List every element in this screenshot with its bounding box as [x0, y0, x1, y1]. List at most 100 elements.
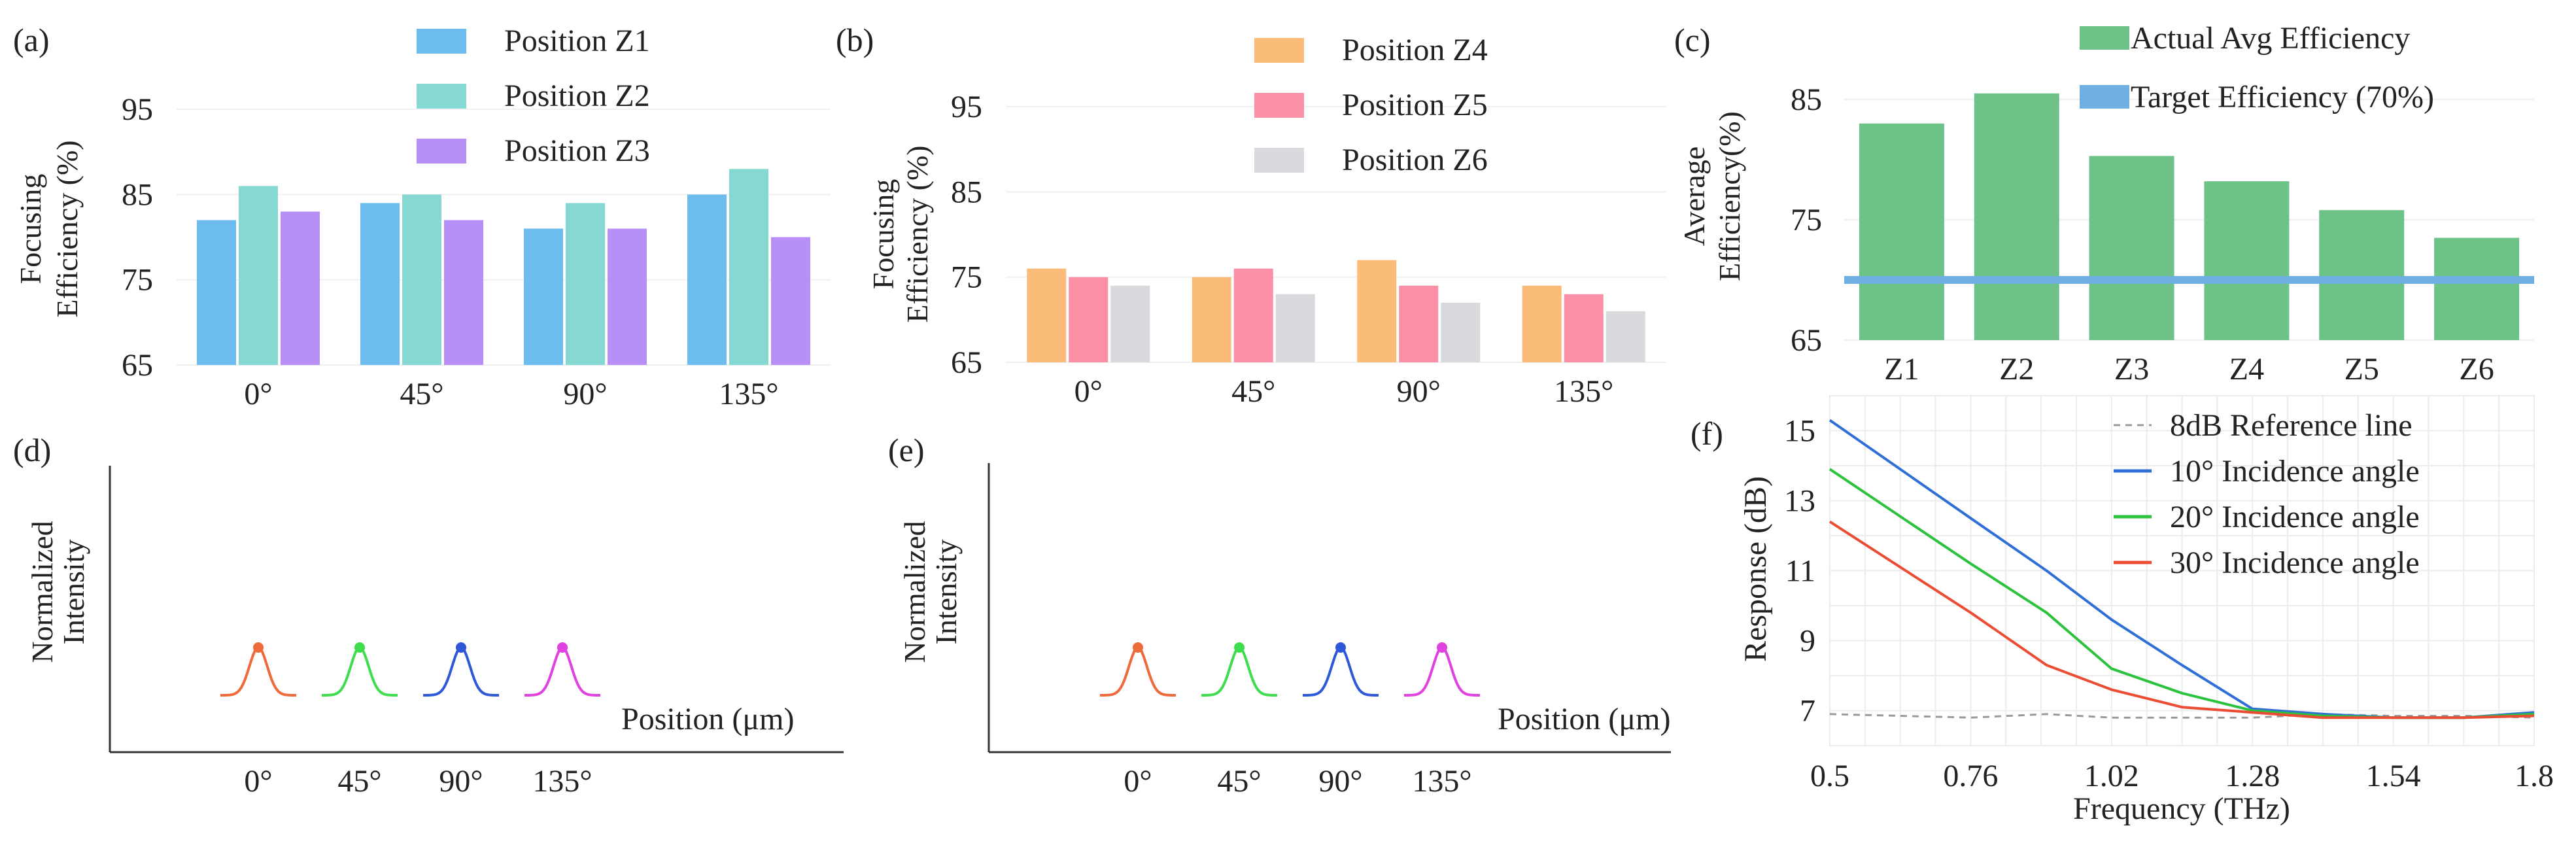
panel-tag-e: (e)	[888, 432, 925, 468]
x-axis-label: Position (μm)	[621, 702, 794, 736]
bar-avg-5	[2434, 237, 2520, 340]
legend-swatch	[417, 29, 466, 54]
x-tick-label: Z4	[2229, 352, 2264, 387]
bar-avg-2	[2089, 156, 2174, 341]
legend-label: 8dB Reference line	[2170, 408, 2413, 443]
x-tick-label: 135°	[1554, 374, 1613, 409]
panel-tag-c: (c)	[1674, 22, 1711, 58]
y-tick-label: 7	[1800, 694, 1815, 729]
y-tick-label: 11	[1785, 554, 1815, 589]
x-tick-label: 0.5	[1810, 759, 1849, 793]
legend-label: Target Efficiency (70%)	[2131, 80, 2434, 114]
bar-avg-4	[2319, 210, 2405, 340]
y-tick-label: 13	[1784, 484, 1815, 519]
x-tick-label: Z3	[2114, 352, 2149, 387]
x-tick-label: 135°	[719, 377, 778, 411]
legend-swatch	[1254, 93, 1304, 118]
legend-label: 10° Incidence angle	[2170, 454, 2420, 489]
peak-marker-0	[253, 642, 264, 653]
legend-label: 30° Incidence angle	[2170, 545, 2420, 580]
bar-a-s1-c3	[687, 194, 727, 365]
panel-tag-f: (f)	[1691, 415, 1723, 452]
peak-marker-1	[354, 642, 365, 653]
x-tick-label: 135°	[1412, 764, 1471, 799]
bar-a-s1-c0	[197, 220, 236, 365]
bar-a-s3-c0	[281, 211, 320, 365]
y-axis-label: Normalized	[898, 521, 931, 663]
peak-marker-3	[557, 642, 568, 653]
x-tick-label: 1.02	[2084, 759, 2139, 793]
bar-b-s2-c1	[1233, 268, 1273, 362]
bar-b-s3-c0	[1110, 285, 1150, 362]
legend-swatch	[417, 139, 466, 164]
x-axis-label: Position (μm)	[1498, 702, 1670, 736]
legend-swatch	[417, 84, 466, 109]
y-tick-label: 65	[122, 348, 153, 383]
bar-a-s3-c3	[771, 237, 810, 365]
x-tick-label: 1.8	[2515, 759, 2554, 793]
y-tick-label: 85	[1791, 82, 1822, 117]
x-tick-label: 90°	[439, 764, 483, 799]
bar-a-s2-c1	[402, 194, 441, 365]
bar-b-s2-c0	[1069, 277, 1108, 362]
y-axis-label: Normalized	[26, 521, 59, 663]
bar-b-s1-c2	[1357, 260, 1397, 362]
x-tick-label: 1.54	[2366, 759, 2421, 793]
x-axis-label: Frequency (THz)	[2073, 791, 2290, 826]
x-tick-label: 45°	[337, 764, 381, 799]
line-series-3	[1829, 520, 2535, 719]
y-tick-label: 9	[1800, 624, 1815, 659]
panel-tag-b: (b)	[836, 22, 874, 58]
bar-b-s3-c1	[1275, 294, 1315, 362]
panel-tag-a: (a)	[13, 22, 50, 58]
intensity-peak-1	[1201, 646, 1277, 697]
legend-label: Position Z4	[1342, 33, 1488, 67]
y-axis-label: Efficiency(%)	[1713, 111, 1746, 281]
y-tick-label: 85	[951, 175, 982, 209]
x-tick-label: 90°	[1397, 374, 1441, 409]
x-tick-label: Z6	[2459, 352, 2494, 387]
bar-b-s3-c2	[1441, 302, 1481, 362]
panel-b: 65 75 85 95 0° 45° 90° 135° Focusing Efficiency (…	[867, 33, 1666, 409]
bar-a-s1-c1	[360, 203, 400, 365]
intensity-peak-3	[1404, 646, 1480, 697]
bar-b-s2-c3	[1564, 294, 1604, 362]
bar-a-s3-c1	[444, 220, 483, 365]
x-tick-label: Z1	[1884, 352, 1919, 387]
legend-swatch	[1254, 38, 1304, 63]
x-tick-label: 0°	[1124, 764, 1152, 799]
y-tick-label: 95	[122, 92, 153, 127]
x-tick-label: Z5	[2344, 352, 2379, 387]
y-axis-label: Intensity	[57, 540, 90, 645]
bar-avg-0	[1859, 123, 1944, 341]
y-axis-label: Efficiency (%)	[50, 140, 84, 317]
y-axis-label: Response (dB)	[1738, 476, 1773, 662]
intensity-peak-0	[220, 646, 296, 697]
y-axis-label: Focusing	[14, 174, 47, 285]
y-axis-label: Focusing	[867, 179, 900, 290]
y-axis-label: Efficiency (%)	[901, 145, 934, 322]
x-tick-label: 90°	[563, 377, 607, 411]
legend-label: 20° Incidence angle	[2170, 500, 2420, 534]
bar-avg-1	[1974, 93, 2059, 341]
peak-marker-2	[1335, 642, 1346, 653]
y-axis-label: Average	[1677, 147, 1711, 246]
panel-tag-d: (d)	[13, 432, 51, 468]
intensity-peak-0	[1100, 646, 1176, 697]
bar-b-s3-c3	[1606, 311, 1645, 362]
bar-a-s2-c0	[239, 186, 278, 365]
bar-b-s1-c0	[1027, 268, 1067, 362]
bar-a-s1-c2	[524, 228, 563, 365]
line-series-0	[1829, 713, 2535, 719]
x-tick-label: 45°	[1231, 374, 1275, 409]
legend-label: Position Z5	[1342, 88, 1488, 122]
legend-label: Position Z2	[504, 78, 650, 113]
x-tick-label: 0°	[244, 764, 272, 799]
peak-marker-2	[456, 642, 466, 653]
bar-b-s2-c2	[1399, 285, 1439, 362]
bar-b-s1-c1	[1192, 277, 1231, 362]
x-tick-label: 135°	[532, 764, 592, 799]
legend-label: Position Z1	[504, 24, 650, 58]
panel-d: 0° 45° 90° 135° Position (μm) NormalizedInten…	[26, 466, 844, 799]
